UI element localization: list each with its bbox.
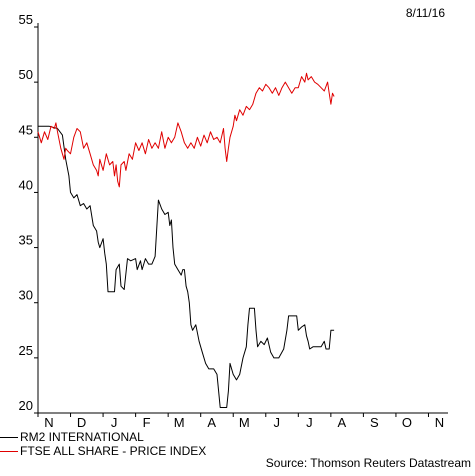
y-tick-label: 20 — [19, 398, 33, 413]
x-tick-label: A — [338, 415, 347, 430]
x-tick-label: N — [435, 415, 444, 430]
x-tick-label: O — [402, 415, 412, 430]
y-tick-label: 35 — [19, 233, 33, 248]
x-tick-label: J — [111, 415, 118, 430]
chart-series — [37, 72, 335, 408]
x-tick-label: D — [77, 415, 86, 430]
legend-swatch-ftse — [0, 450, 18, 452]
chart-source: Source: Thomson Reuters Datastream — [265, 456, 471, 470]
legend-label-rm2: RM2 INTERNATIONAL — [20, 430, 144, 444]
legend-swatch-rm2 — [0, 436, 18, 438]
x-tick-label: A — [207, 415, 216, 430]
chart-axes — [37, 23, 448, 414]
y-axis-ticks: 20 25 30 35 40 45 50 55 — [19, 12, 38, 414]
series-line-rm2 — [38, 125, 335, 408]
x-tick-label: F — [143, 415, 151, 430]
legend-item-rm2: RM2 INTERNATIONAL — [0, 430, 144, 444]
legend-label-ftse: FTSE ALL SHARE - PRICE INDEX — [20, 444, 207, 458]
x-tick-label: M — [174, 415, 185, 430]
x-tick-label: S — [370, 415, 379, 430]
x-tick-label: J — [274, 415, 281, 430]
y-tick-label: 50 — [19, 67, 33, 82]
y-tick-label: 25 — [19, 343, 33, 358]
y-tick-label: 30 — [19, 288, 33, 303]
chart-date: 8/11/16 — [405, 6, 445, 20]
x-tick-label: M — [239, 415, 250, 430]
legend-item-ftse: FTSE ALL SHARE - PRICE INDEX — [0, 444, 206, 458]
x-tick-label: N — [44, 415, 53, 430]
series-line-ftse — [37, 72, 335, 188]
y-tick-label: 55 — [19, 12, 33, 27]
y-tick-label: 40 — [19, 177, 33, 192]
x-tick-label: J — [306, 415, 313, 430]
y-tick-label: 45 — [19, 122, 33, 137]
